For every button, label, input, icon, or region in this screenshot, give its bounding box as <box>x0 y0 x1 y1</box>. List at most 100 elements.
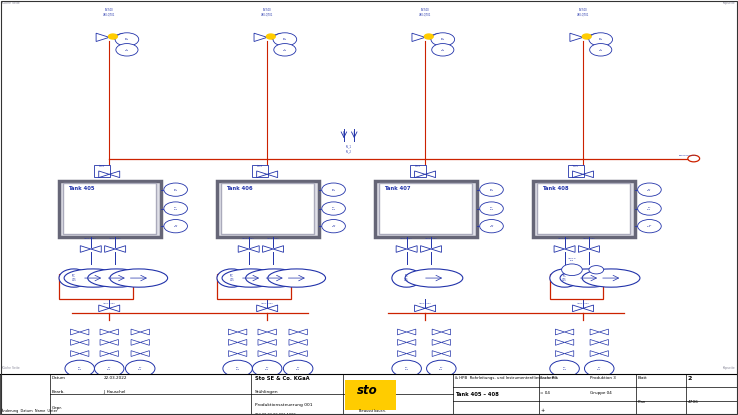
Text: Küche Seite: Küche Seite <box>2 366 20 370</box>
Text: NV_841: NV_841 <box>75 380 84 381</box>
Ellipse shape <box>432 44 454 56</box>
Bar <box>533 181 635 237</box>
Ellipse shape <box>405 269 463 287</box>
Text: BV.500
480-Q701: BV.500 480-Q701 <box>261 8 273 17</box>
Text: Änderung  Datum  Name  Unter: Änderung Datum Name Unter <box>1 408 58 413</box>
Text: ABCD-Q
705: ABCD-Q 705 <box>568 258 576 261</box>
Text: FIC
405: FIC 405 <box>597 367 601 370</box>
Text: ABCD-Q703: ABCD-Q703 <box>576 303 590 304</box>
Text: ABCD-Q701: ABCD-Q701 <box>84 237 97 239</box>
Text: FIC
405: FIC 405 <box>441 38 445 41</box>
Text: ABCD-Q703: ABCD-Q703 <box>103 303 116 304</box>
Text: FIC
405: FIC 405 <box>230 274 234 282</box>
Bar <box>345 380 396 410</box>
Bar <box>0 374 738 415</box>
Text: NV_841: NV_841 <box>437 380 446 381</box>
Bar <box>217 181 319 237</box>
Text: Sto SE & Co. KGaA: Sto SE & Co. KGaA <box>255 376 309 381</box>
Text: BV.500
480-Q701: BV.500 480-Q701 <box>419 8 431 17</box>
Ellipse shape <box>638 202 661 215</box>
Text: 003.09.02.00.001.1000: 003.09.02.00.001.1000 <box>255 413 296 415</box>
Text: 4706: 4706 <box>688 400 699 405</box>
Ellipse shape <box>64 269 122 287</box>
Text: Blatt: Blatt <box>638 376 647 380</box>
Text: FV_1
FV_2: FV_1 FV_2 <box>346 144 352 153</box>
Text: ABCD
Q701: ABCD Q701 <box>415 165 421 167</box>
Ellipse shape <box>110 269 168 287</box>
Text: ABCD-Q702: ABCD-Q702 <box>266 237 280 239</box>
Text: 22.03.2022: 22.03.2022 <box>103 376 127 380</box>
Ellipse shape <box>274 44 296 56</box>
Ellipse shape <box>59 269 89 287</box>
Text: NV_541: NV_541 <box>136 387 145 388</box>
Text: Produktionssteuerung 001: Produktionssteuerung 001 <box>255 403 312 407</box>
Text: NV_541: NV_541 <box>105 387 114 388</box>
Text: Gruppe 04: Gruppe 04 <box>590 391 612 395</box>
Text: TIC
405: TIC 405 <box>173 225 178 227</box>
Circle shape <box>589 266 604 274</box>
Text: LT
405: LT 405 <box>125 49 129 51</box>
Ellipse shape <box>115 33 139 46</box>
Ellipse shape <box>65 360 94 377</box>
Text: FIC
405: FIC 405 <box>562 274 567 282</box>
Ellipse shape <box>273 33 297 46</box>
Text: J. Hauschel: J. Hauschel <box>103 390 125 394</box>
Text: FIC
405: FIC 405 <box>562 367 567 370</box>
Text: LIC
405: LIC 405 <box>173 208 178 210</box>
Ellipse shape <box>116 44 138 56</box>
Ellipse shape <box>638 183 661 196</box>
Text: FIC
405: FIC 405 <box>235 367 240 370</box>
Text: NV_841: NV_841 <box>560 380 569 381</box>
Text: ABCD-Q701: ABCD-Q701 <box>242 237 255 239</box>
Ellipse shape <box>164 183 187 196</box>
Text: FIC
405: FIC 405 <box>77 367 82 370</box>
Text: BV.500
480-Q701: BV.500 480-Q701 <box>103 8 115 17</box>
Text: FIC
405: FIC 405 <box>489 188 494 191</box>
Text: Küche Seite: Küche Seite <box>2 1 20 5</box>
Ellipse shape <box>246 269 303 287</box>
Text: FIC
405: FIC 405 <box>404 274 409 282</box>
Ellipse shape <box>590 44 612 56</box>
Text: FIC
405: FIC 405 <box>283 38 287 41</box>
Ellipse shape <box>322 202 345 215</box>
Text: FIC
405: FIC 405 <box>107 367 111 370</box>
Text: BV.500
480-Q701: BV.500 480-Q701 <box>577 8 589 17</box>
Ellipse shape <box>222 269 280 287</box>
Text: FIC
405: FIC 405 <box>404 367 409 370</box>
Text: TIC
405: TIC 405 <box>489 225 494 227</box>
Bar <box>221 183 314 234</box>
Text: NV_541: NV_541 <box>294 387 303 388</box>
Text: NV_841: NV_841 <box>105 380 114 381</box>
Ellipse shape <box>589 33 613 46</box>
Circle shape <box>424 34 433 39</box>
Ellipse shape <box>638 220 661 233</box>
Text: FIC
405: FIC 405 <box>599 38 603 41</box>
Ellipse shape <box>94 360 124 377</box>
Bar <box>59 181 161 237</box>
Ellipse shape <box>392 269 421 287</box>
Ellipse shape <box>480 220 503 233</box>
Text: Tank 405 – 408: Tank 405 – 408 <box>455 392 498 397</box>
Text: ABCD
Q701: ABCD Q701 <box>573 165 579 167</box>
Text: NV_841: NV_841 <box>402 380 411 381</box>
Text: NV_541: NV_541 <box>233 387 242 388</box>
Text: NV_841: NV_841 <box>233 380 242 381</box>
Ellipse shape <box>268 269 325 287</box>
Text: LIC
405: LIC 405 <box>647 208 652 210</box>
Text: === P3: === P3 <box>540 376 557 380</box>
Text: Kopseite: Kopseite <box>723 366 736 370</box>
Text: Bearb.: Bearb. <box>52 390 65 394</box>
Text: Produktion 3: Produktion 3 <box>590 376 616 380</box>
Bar <box>63 183 156 234</box>
Text: ABCD-Q703: ABCD-Q703 <box>261 303 274 304</box>
Text: FIC
405: FIC 405 <box>138 367 142 370</box>
Ellipse shape <box>252 360 282 377</box>
Text: ABCD-Q701: ABCD-Q701 <box>558 237 571 239</box>
Ellipse shape <box>427 360 456 377</box>
Text: sto: sto <box>357 383 378 397</box>
Text: NV_841: NV_841 <box>294 380 303 381</box>
Ellipse shape <box>88 269 145 287</box>
Circle shape <box>688 155 700 162</box>
Text: Plan: Plan <box>638 400 646 405</box>
Text: LT
405: LT 405 <box>283 49 287 51</box>
